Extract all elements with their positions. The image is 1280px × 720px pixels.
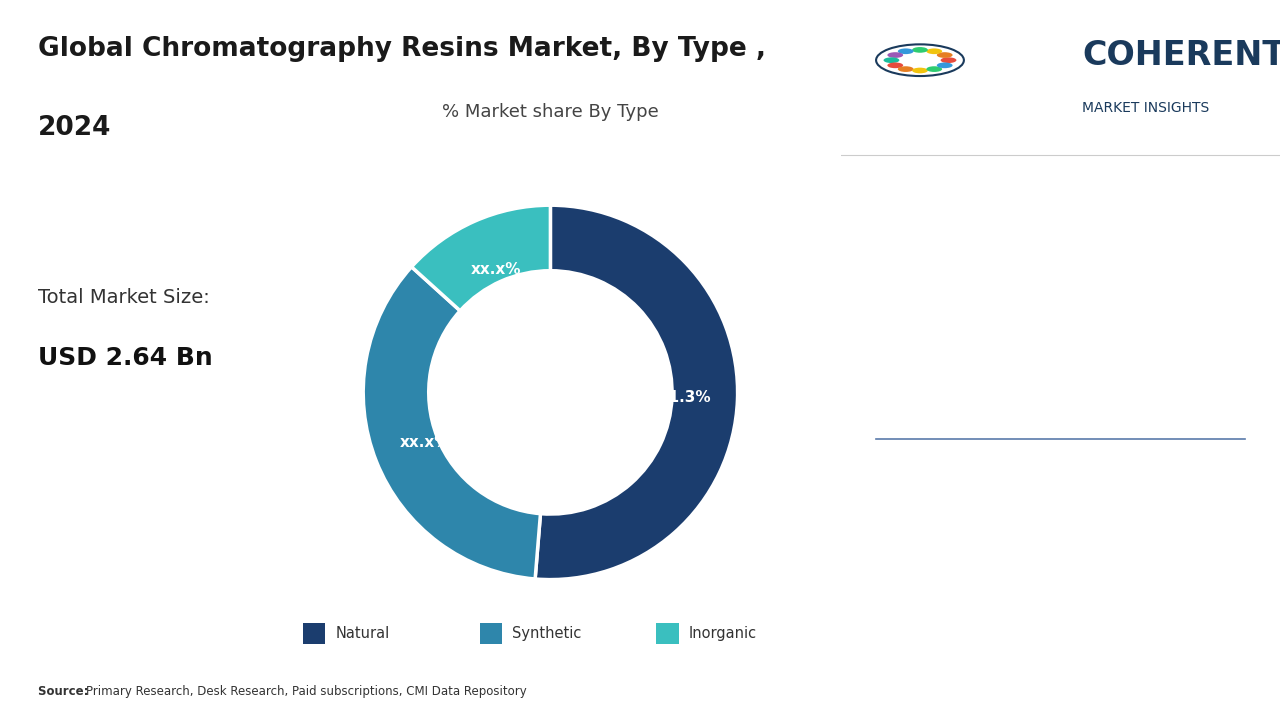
Circle shape [913,68,928,73]
Circle shape [927,66,942,72]
Text: Synthetic: Synthetic [512,626,581,641]
Circle shape [883,58,900,63]
Wedge shape [412,205,550,311]
Wedge shape [535,205,737,580]
Text: Primary Research, Desk Research, Paid subscriptions, CMI Data Repository: Primary Research, Desk Research, Paid su… [86,685,527,698]
Text: 51.3%: 51.3% [659,390,712,405]
Text: xx.x%: xx.x% [471,261,521,276]
Circle shape [887,52,904,58]
Text: Source:: Source: [37,685,92,698]
Wedge shape [364,267,540,579]
Text: Inorganic: Inorganic [689,626,756,641]
Circle shape [937,63,952,68]
Circle shape [913,47,928,53]
Text: Natural: Natural [335,626,389,641]
Text: COHERENT: COHERENT [1083,39,1280,72]
Text: Total Market Size:: Total Market Size: [37,288,210,307]
Text: MARKET INSIGHTS: MARKET INSIGHTS [1083,101,1210,114]
Circle shape [941,58,956,63]
Circle shape [897,48,914,54]
Circle shape [937,52,952,58]
Text: Type  - Estimated
Market Revenue Share,
2024: Type - Estimated Market Revenue Share, 2… [988,327,1181,395]
Text: Global Chromatography Resins Market, By Type ,: Global Chromatography Resins Market, By … [37,36,765,62]
Text: Global
Chromatograp
hy Resins
Market: Global Chromatograp hy Resins Market [884,467,1085,612]
Text: % Market share By Type: % Market share By Type [442,103,659,121]
Circle shape [927,48,942,54]
Text: 51.3%: 51.3% [884,248,1059,296]
Circle shape [897,66,914,72]
Bar [480,623,502,644]
Text: Natural: Natural [884,327,955,345]
Circle shape [887,63,904,68]
Text: xx.x%: xx.x% [399,434,451,449]
Bar [303,623,325,644]
Text: USD 2.64 Bn: USD 2.64 Bn [37,346,212,369]
Text: 2024: 2024 [37,115,111,141]
Bar [657,623,678,644]
